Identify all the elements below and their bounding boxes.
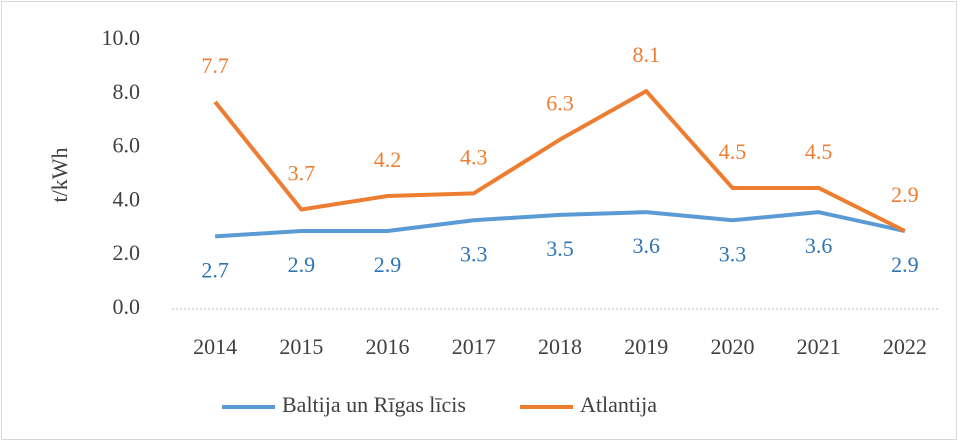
data-label: 4.3 — [460, 144, 488, 169]
data-label: 3.6 — [805, 233, 833, 258]
y-axis-label: t/kWh — [47, 148, 72, 203]
x-tick-label: 2018 — [538, 334, 582, 359]
series-line — [213, 89, 906, 233]
data-label: 2.7 — [201, 257, 229, 282]
y-tick-label: 8.0 — [113, 79, 141, 104]
x-tick-label: 2015 — [279, 334, 323, 359]
y-tick-label: 6.0 — [113, 133, 141, 158]
x-tick-label: 2016 — [366, 334, 410, 359]
x-tick-label: 2022 — [883, 334, 927, 359]
x-tick-label: 2017 — [452, 334, 496, 359]
data-label: 6.3 — [546, 91, 574, 116]
x-tick-label: 2019 — [624, 334, 668, 359]
data-label: 3.5 — [546, 236, 574, 261]
legend-label: Atlantija — [580, 392, 657, 417]
data-label: 2.9 — [891, 182, 919, 207]
data-label: 4.5 — [719, 139, 747, 164]
data-label: 4.5 — [805, 139, 833, 164]
data-label: 3.3 — [719, 241, 747, 266]
legend-label: Baltija un Rīgas līcis — [282, 392, 466, 417]
x-tick-label: 2020 — [710, 334, 754, 359]
data-label: 2.9 — [374, 252, 402, 277]
data-label: 7.7 — [201, 53, 229, 78]
y-tick-label: 2.0 — [113, 240, 141, 265]
y-tick-label: 0.0 — [113, 294, 141, 319]
data-label: 8.1 — [632, 42, 660, 67]
data-label: 4.2 — [374, 147, 402, 172]
data-label: 2.9 — [288, 252, 316, 277]
y-tick-label: 4.0 — [113, 186, 141, 211]
data-label: 3.6 — [632, 233, 660, 258]
x-tick-label: 2021 — [797, 334, 841, 359]
x-tick-label: 2014 — [193, 334, 237, 359]
data-label: 3.3 — [460, 241, 488, 266]
data-label: 2.9 — [891, 252, 919, 277]
data-label: 3.7 — [288, 161, 316, 186]
series-line — [214, 210, 906, 239]
y-tick-label: 10.0 — [102, 25, 141, 50]
